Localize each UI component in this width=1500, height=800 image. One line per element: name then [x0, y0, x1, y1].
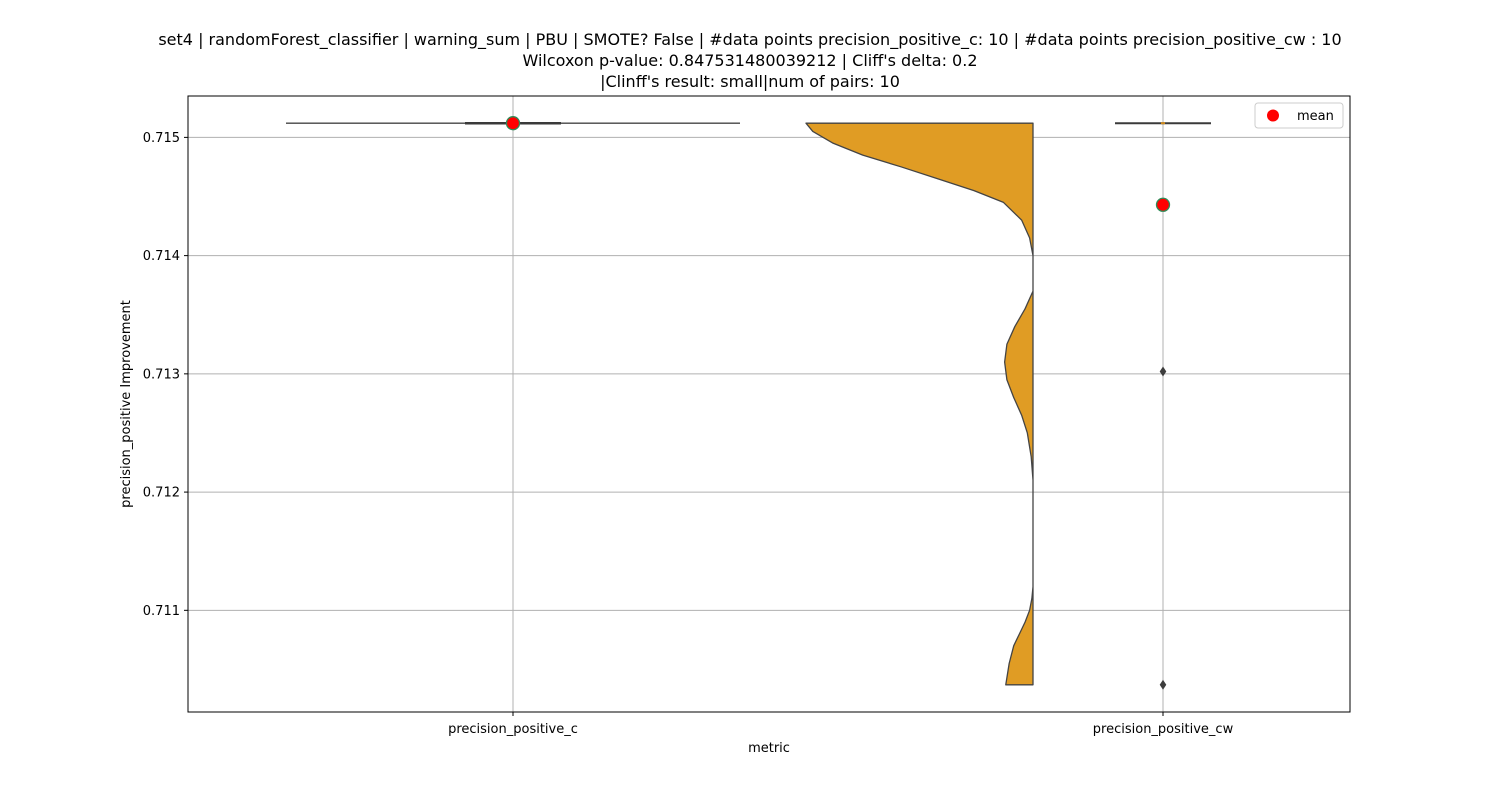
y-tick-label: 0.715 — [143, 131, 180, 146]
legend-marker-mean — [1267, 109, 1279, 122]
chart-title-line-3: |Clinff's result: small|num of pairs: 10 — [600, 72, 900, 91]
mean-marker-cw — [1155, 197, 1171, 212]
outlier-point — [1159, 366, 1167, 377]
x-tick-label: precision_positive_cw — [1093, 722, 1234, 737]
violin-cw — [805, 122, 1034, 686]
mean-marker-c — [505, 116, 521, 131]
legend-box — [1254, 102, 1344, 129]
legend-label-mean: mean — [1297, 109, 1334, 124]
axes-frame — [187, 95, 1351, 713]
chart-title-line-2: Wilcoxon p-value: 0.847531480039212 | Cl… — [522, 51, 978, 70]
x-tick-label: precision_positive_c — [448, 722, 578, 737]
chart-title-line-1: set4 | randomForest_classifier | warning… — [158, 30, 1342, 49]
y-tick-label: 0.711 — [143, 604, 180, 619]
x-axis-label: metric — [748, 741, 790, 756]
y-axis-label: precision_positive Improvement — [119, 300, 134, 508]
outlier-point — [1159, 679, 1167, 690]
y-tick-label: 0.713 — [143, 367, 180, 382]
y-tick-label: 0.712 — [143, 486, 180, 501]
y-tick-label: 0.714 — [143, 249, 180, 264]
